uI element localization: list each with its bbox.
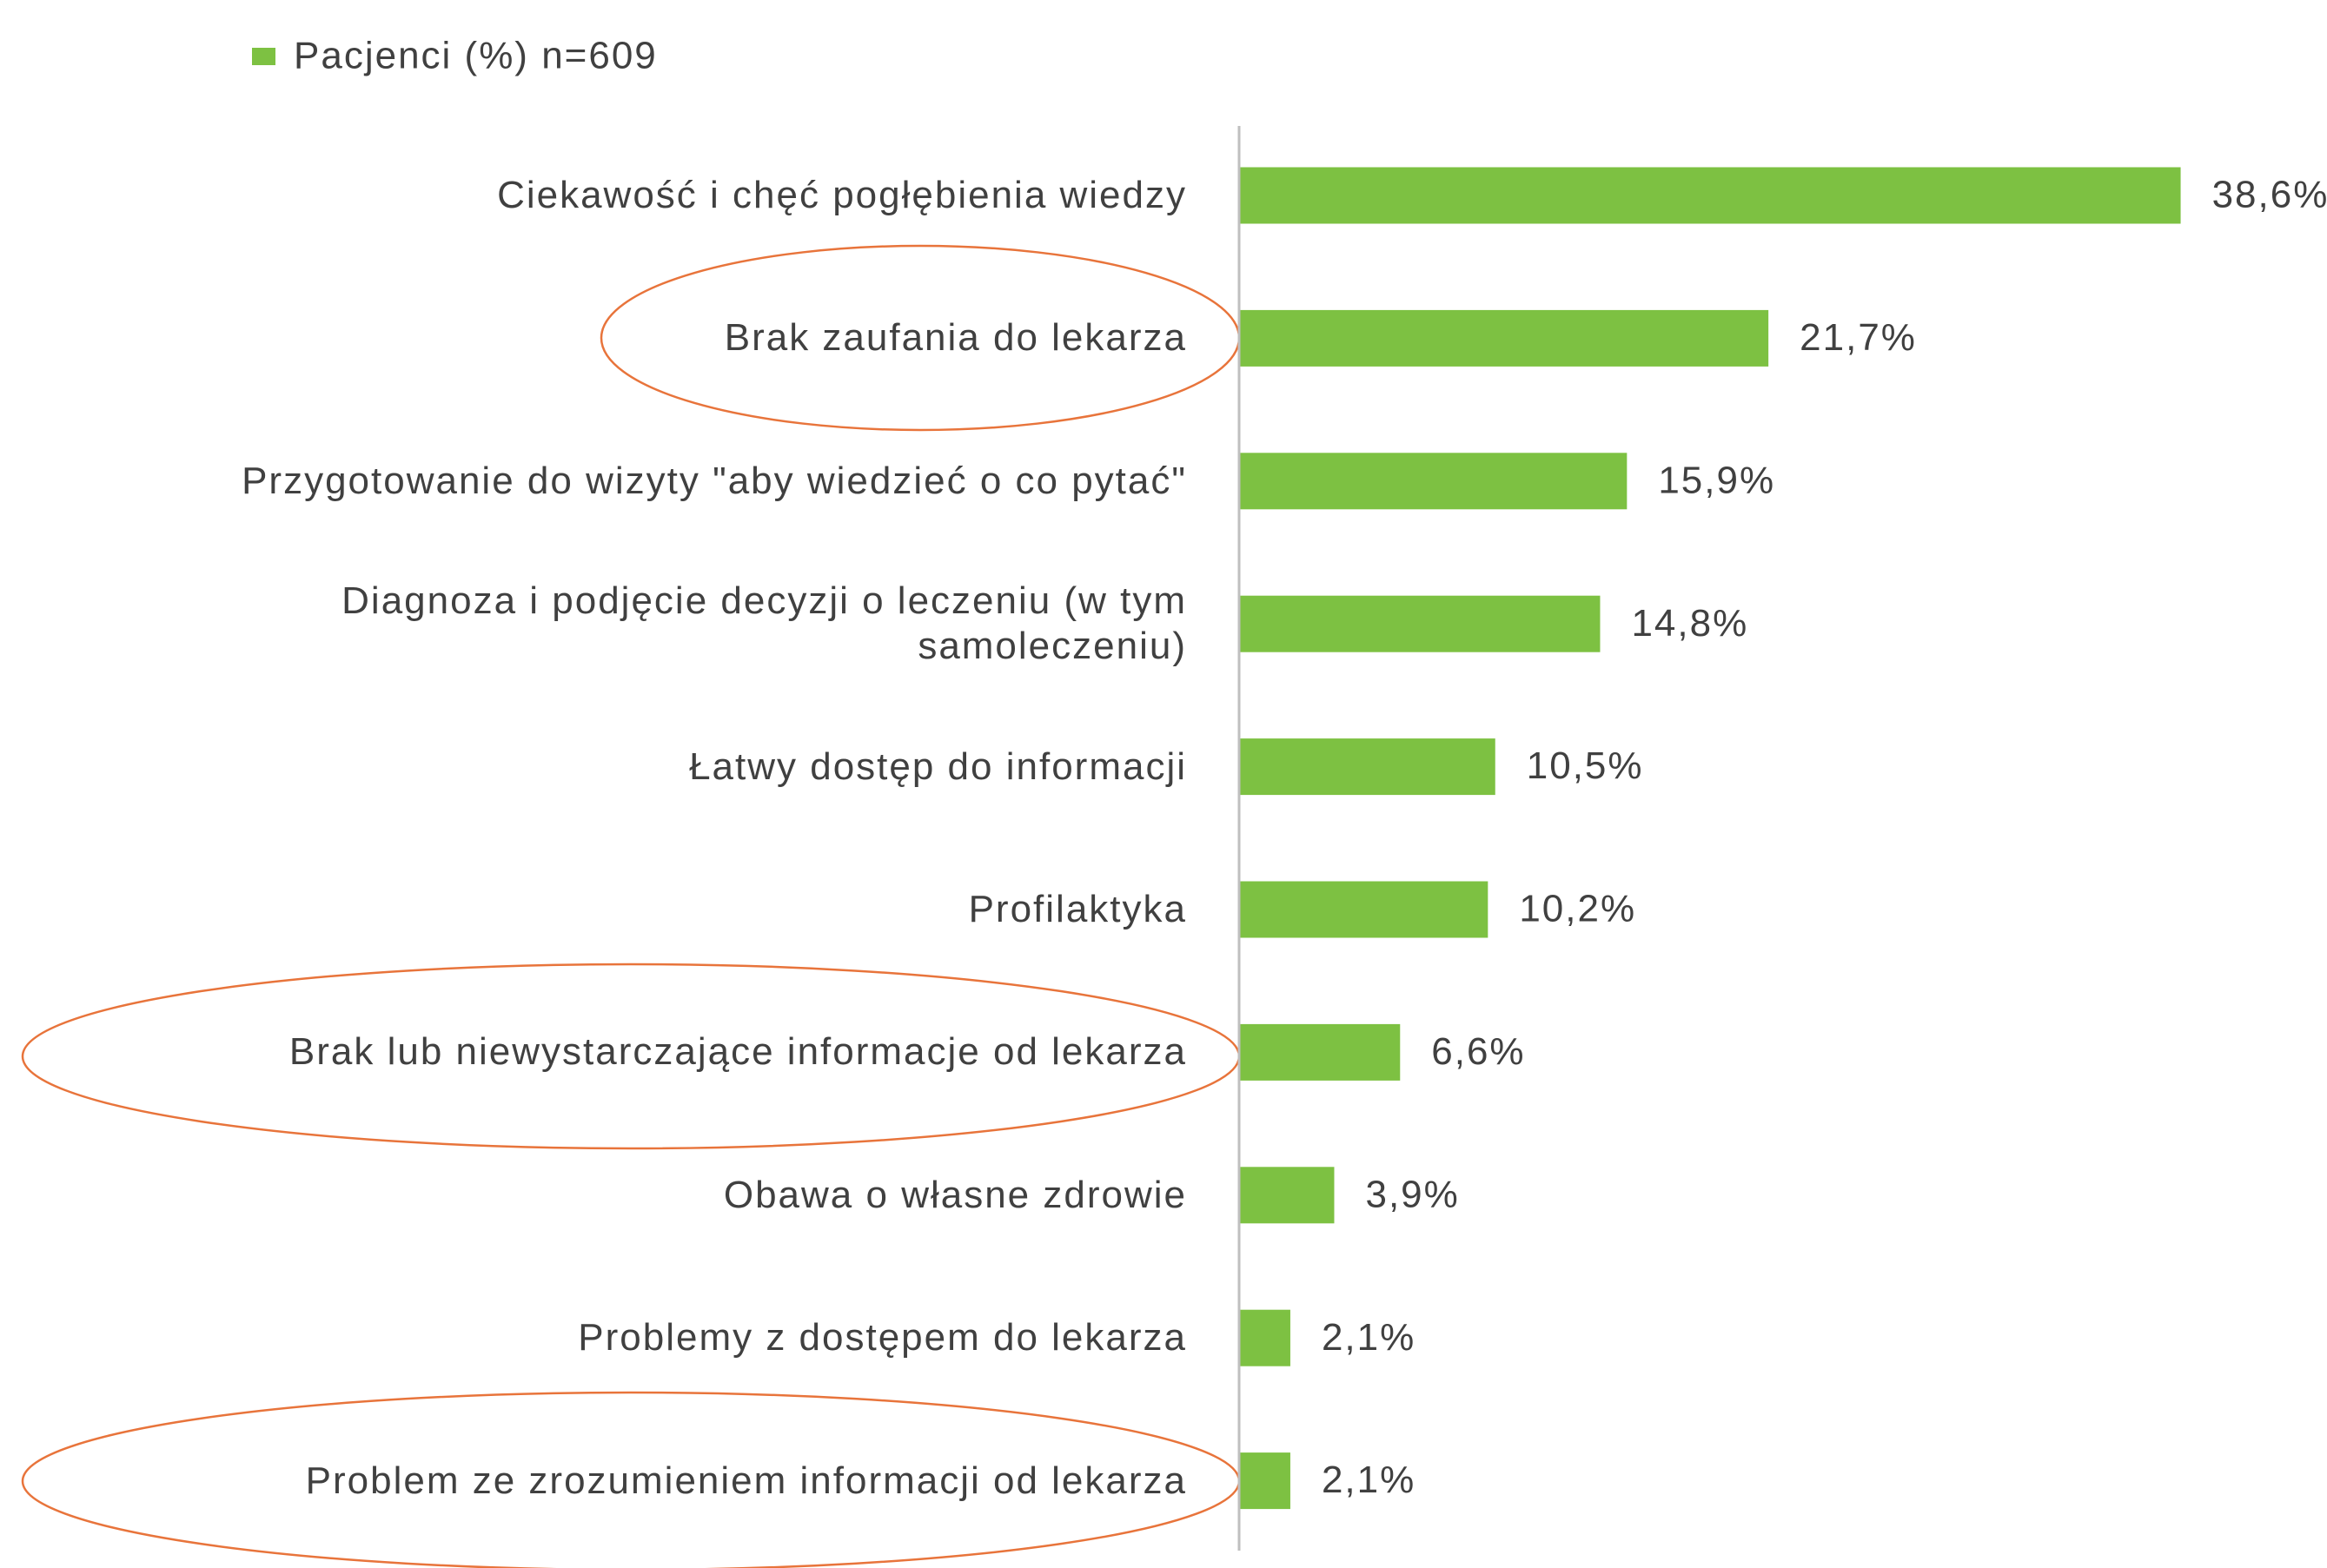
bar — [1239, 453, 1628, 510]
bar — [1239, 1452, 1290, 1510]
legend-swatch — [252, 48, 275, 65]
category-label: Ciekawość i chęć pogłębienia wiedzy — [497, 174, 1187, 216]
value-label: 15,9% — [1658, 459, 1775, 501]
category-label: Obawa o własne zdrowie — [723, 1173, 1187, 1216]
value-label: 6,6% — [1431, 1030, 1525, 1073]
value-label: 21,7% — [1800, 316, 1917, 359]
value-label: 2,1% — [1322, 1316, 1415, 1359]
bar — [1239, 738, 1495, 796]
bar — [1239, 167, 2181, 224]
value-label: 2,1% — [1322, 1459, 1415, 1501]
value-label: 10,5% — [1527, 744, 1644, 787]
value-label: 38,6% — [2212, 174, 2327, 216]
bar — [1239, 881, 1488, 938]
bar — [1239, 1023, 1401, 1081]
legend-label: Pacjenci (%) n=609 — [294, 35, 658, 77]
value-label: 3,9% — [1365, 1173, 1459, 1215]
category-label: Brak lub niewystarczające informacje od … — [288, 1030, 1187, 1074]
bar — [1239, 1309, 1290, 1366]
category-label: Problem ze zrozumieniem informacji od le… — [305, 1459, 1187, 1502]
value-label: 14,8% — [1631, 602, 1748, 645]
bar — [1239, 309, 1769, 367]
category-label: Profilaktyka — [968, 888, 1187, 930]
category-label: Problemy z dostępem do lekarza — [578, 1316, 1187, 1360]
bar — [1239, 595, 1601, 652]
category-label: Brak zaufania do lekarza — [724, 316, 1187, 360]
bar — [1239, 1167, 1335, 1224]
category-label: Łatwy dostęp do informacji — [689, 744, 1187, 788]
value-label: 10,2% — [1519, 888, 1636, 930]
category-label: Diagnoza i podjęcie decyzji o leczeniu (… — [341, 579, 1187, 668]
category-label: Przygotowanie do wizyty "aby wiedzieć o … — [242, 459, 1187, 502]
